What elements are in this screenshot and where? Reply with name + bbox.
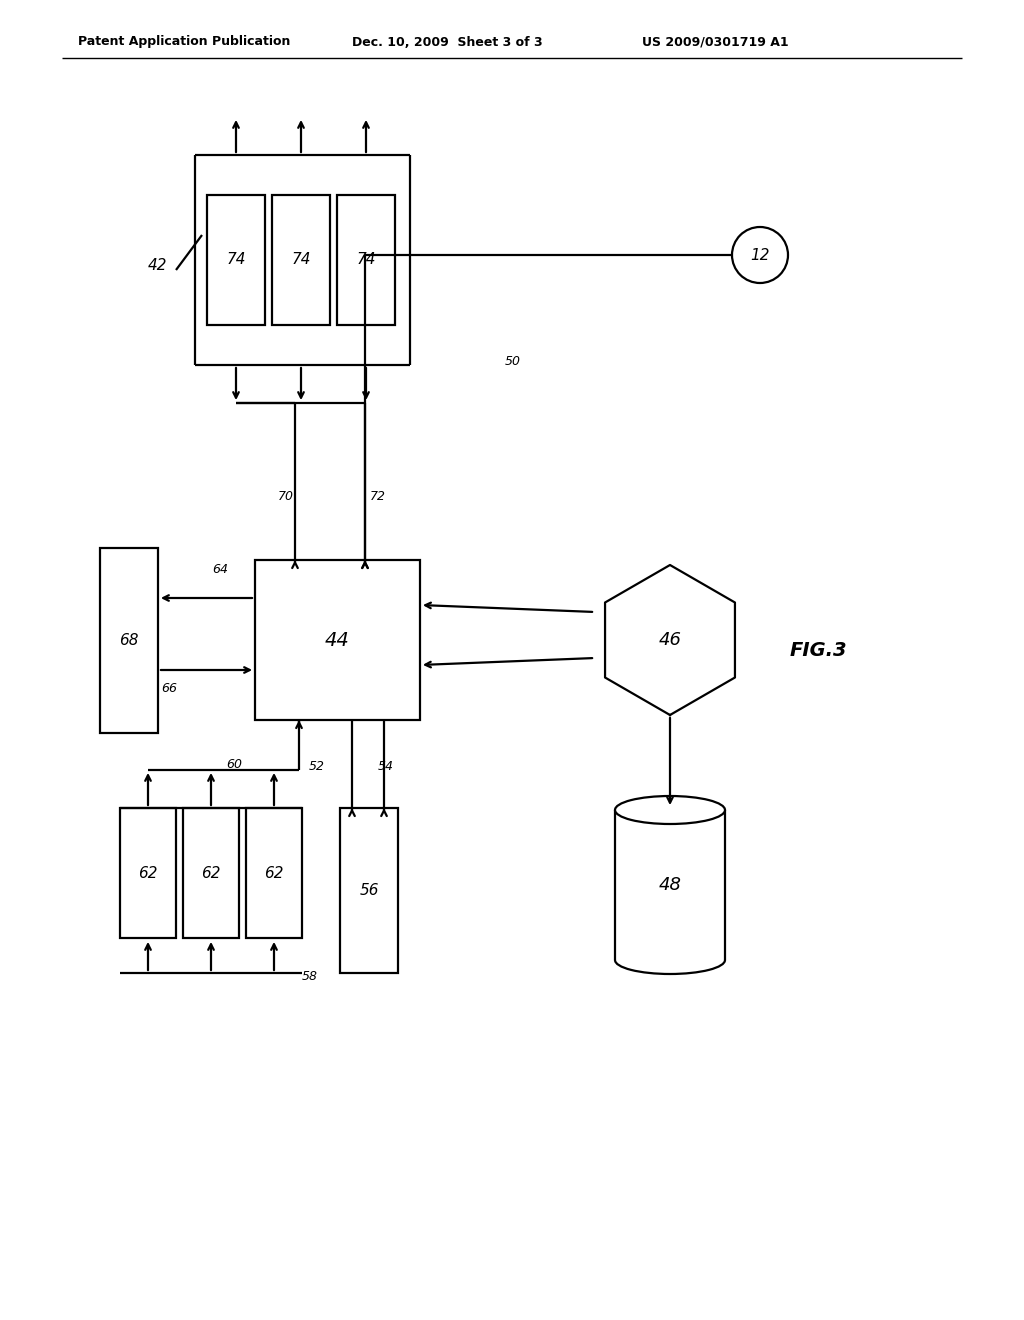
Text: 62: 62: [264, 866, 284, 880]
Text: FIG.3: FIG.3: [790, 640, 848, 660]
Text: 70: 70: [278, 490, 294, 503]
Ellipse shape: [615, 796, 725, 824]
Text: Patent Application Publication: Patent Application Publication: [78, 36, 291, 49]
Bar: [246, 808, 302, 939]
Bar: [120, 808, 176, 939]
Text: 68: 68: [119, 634, 138, 648]
Text: 62: 62: [202, 866, 221, 880]
Text: 12: 12: [751, 248, 770, 263]
Text: 56: 56: [359, 883, 379, 898]
Text: 54: 54: [378, 760, 394, 774]
Text: 74: 74: [291, 252, 310, 268]
Text: 50: 50: [505, 355, 521, 368]
Text: Dec. 10, 2009  Sheet 3 of 3: Dec. 10, 2009 Sheet 3 of 3: [352, 36, 543, 49]
Bar: [100, 548, 158, 733]
Text: 52: 52: [309, 760, 325, 774]
Text: 48: 48: [658, 876, 682, 894]
Text: 42: 42: [148, 257, 168, 272]
Text: 72: 72: [370, 490, 386, 503]
Text: 74: 74: [226, 252, 246, 268]
Text: US 2009/0301719 A1: US 2009/0301719 A1: [642, 36, 788, 49]
Text: 74: 74: [356, 252, 376, 268]
Circle shape: [732, 227, 788, 282]
Bar: [337, 195, 395, 325]
Text: 58: 58: [302, 970, 318, 983]
Text: 60: 60: [226, 758, 242, 771]
Text: 46: 46: [658, 631, 682, 649]
Bar: [340, 808, 398, 973]
Text: 44: 44: [326, 631, 350, 649]
Text: 62: 62: [138, 866, 158, 880]
Bar: [255, 560, 420, 719]
Bar: [207, 195, 265, 325]
Text: 66: 66: [161, 682, 177, 696]
Bar: [183, 808, 239, 939]
Text: 64: 64: [212, 564, 228, 576]
Bar: [272, 195, 330, 325]
